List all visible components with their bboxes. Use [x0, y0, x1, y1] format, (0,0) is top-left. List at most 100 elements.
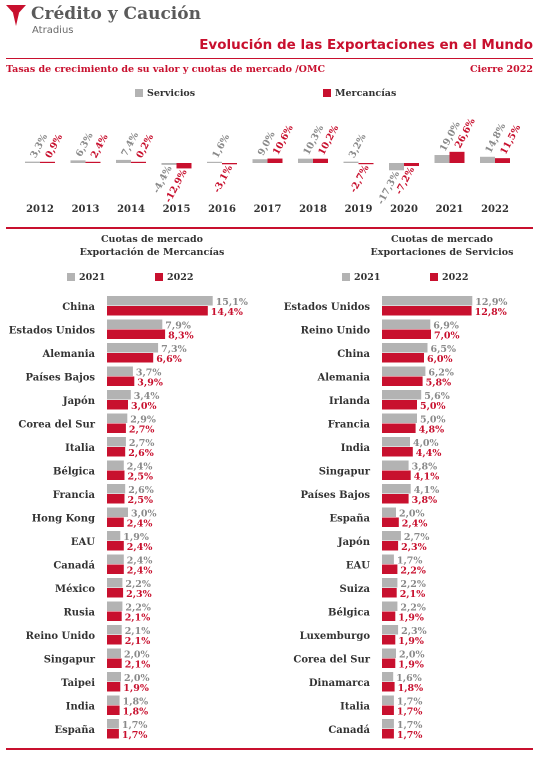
divider-bottom: [6, 748, 533, 750]
services-value-2021-china: 6,5%: [431, 344, 457, 355]
goods-country-bélgica: Bélgica: [53, 467, 95, 478]
services-value-2022-dinamarca: 1,8%: [398, 683, 424, 694]
services-value-2021-alemania: 6,2%: [428, 368, 454, 379]
goods-bar-2022-países-bajos: [107, 376, 135, 386]
goods-legend-2022: 2022: [155, 272, 193, 283]
services-country-bélgica: Bélgica: [328, 608, 370, 619]
services-value-2022-irlanda: 5,0%: [420, 401, 446, 412]
growth-year-label-2015: 2015: [163, 204, 191, 215]
services-value-2021-corea-del-sur: 2,0%: [399, 650, 425, 661]
services-value-2022-eau: 2,2%: [400, 566, 426, 577]
services-bar-2022-irlanda: [382, 400, 417, 410]
goods-bar-2021-corea-del-sur: [107, 413, 128, 423]
services-bar-2021-reino-unido: [382, 319, 431, 329]
services-share-title-line1: Cuotas de mercado: [390, 234, 494, 245]
growth-bar-services-2020: [389, 163, 404, 171]
services-bar-2022-india: [382, 447, 413, 457]
goods-bar-2022-singapur: [107, 658, 122, 668]
services-bar-2022-bélgica: [382, 611, 396, 621]
growth-year-label-2018: 2018: [299, 204, 327, 215]
services-bar-2022-japón: [382, 541, 399, 551]
growth-year-label-2013: 2013: [72, 204, 100, 215]
goods-country-hong-kong: Hong Kong: [32, 514, 95, 525]
services-value-2021-suiza: 2,2%: [400, 579, 426, 590]
legend-goods-swatch: [323, 89, 331, 97]
goods-country-rusia: Rusia: [64, 608, 96, 619]
growth-year-label-2012: 2012: [26, 204, 54, 215]
services-value-2022-reino-unido: 7,0%: [434, 331, 460, 342]
goods-bar-2021-países-bajos: [107, 366, 133, 376]
services-bar-2021-singapur: [382, 460, 409, 470]
growth-bar-goods-2015: [176, 163, 192, 169]
services-bar-2021-alemania: [382, 366, 426, 376]
goods-value-2021-china: 15,1%: [216, 297, 248, 308]
goods-legend-2022-swatch: [155, 273, 163, 281]
goods-bar-2021-china: [107, 296, 213, 306]
growth-bar-services-2012: [25, 161, 40, 163]
services-value-2022-francia: 4,8%: [419, 425, 445, 436]
services-bar-2021-dinamarca: [382, 672, 394, 682]
goods-bar-2022-francia: [107, 494, 125, 504]
goods-value-2021-india: 1,8%: [123, 697, 149, 708]
goods-bar-2022-india: [107, 705, 120, 715]
goods-share-title: Cuotas de mercado Exportación de Mercanc…: [52, 233, 252, 259]
services-value-2022-estados-unidos: 12,8%: [475, 307, 507, 318]
goods-value-2022-eau: 2,4%: [127, 542, 153, 553]
goods-value-2022-india: 1,8%: [123, 707, 149, 718]
growth-bar-services-2014: [116, 159, 131, 163]
goods-bar-2022-corea-del-sur: [107, 423, 126, 433]
goods-share-title-line2: Exportación de Mercancías: [79, 247, 225, 258]
goods-value-2022-canadá: 2,4%: [127, 566, 153, 577]
growth-year-label-2021: 2021: [436, 204, 464, 215]
services-share-title-line2: Exportaciones de Servicios: [370, 247, 514, 258]
goods-bar-2022-alemania: [107, 353, 154, 363]
goods-country-países-bajos: Países Bajos: [26, 373, 96, 384]
goods-legend-2021: 2021: [67, 272, 105, 283]
goods-value-2022-méxico: 2,3%: [126, 589, 152, 600]
goods-country-francia: Francia: [53, 490, 96, 501]
services-country-francia: Francia: [328, 420, 371, 431]
services-value-2021-francia: 5,0%: [420, 415, 446, 426]
services-country-países-bajos: Países Bajos: [301, 490, 371, 501]
goods-value-2021-españa: 1,7%: [122, 720, 148, 731]
services-value-2021-estados-unidos: 12,9%: [475, 297, 507, 308]
goods-bar-2021-estados-unidos: [107, 319, 163, 329]
goods-country-méxico: México: [55, 584, 95, 595]
growth-rate-chart: 3,3%0,9%20126,3%2,4%20137,4%0,2%2014-4,4…: [25, 117, 523, 215]
goods-bar-2022-méxico: [107, 588, 124, 598]
goods-value-2021-japón: 3,4%: [134, 391, 160, 402]
growth-bar-goods-2012: [40, 161, 55, 163]
services-bar-2021-países-bajos: [382, 484, 411, 494]
goods-bar-2022-estados-unidos: [107, 329, 166, 339]
brand-mark-icon: [6, 5, 26, 26]
services-value-2021-bélgica: 2,2%: [400, 603, 426, 614]
services-share-chart: Estados Unidos 12,9%12,8% Reino Unido 6,9%7…: [284, 296, 507, 741]
services-value-2022-suiza: 2,1%: [400, 589, 426, 600]
growth-label-goods-2016: -3,1%: [212, 164, 236, 195]
services-value-2022-países-bajos: 3,8%: [412, 495, 438, 506]
services-legend-2022: 2022: [430, 272, 468, 283]
services-value-2021-italia: 1,7%: [397, 697, 423, 708]
goods-bar-2022-bélgica: [107, 470, 125, 480]
goods-value-2022-estados-unidos: 8,3%: [168, 331, 194, 342]
services-bar-2021-españa: [382, 507, 396, 517]
services-bar-2022-canadá: [382, 729, 394, 739]
services-value-2021-irlanda: 5,6%: [424, 391, 450, 402]
services-country-luxemburgo: Luxemburgo: [300, 631, 371, 642]
services-bar-2021-irlanda: [382, 390, 422, 400]
goods-bar-2021-francia: [107, 484, 126, 494]
services-value-2021-japón: 2,7%: [404, 532, 430, 543]
goods-bar-2022-españa: [107, 729, 119, 739]
goods-value-2022-taipei: 1,9%: [123, 683, 149, 694]
growth-bar-goods-2018: [313, 158, 328, 163]
services-country-reino-unido: Reino Unido: [301, 326, 371, 337]
goods-value-2021-taipei: 2,0%: [124, 673, 150, 684]
services-country-estados-unidos: Estados Unidos: [284, 302, 371, 313]
growth-bar-services-2021: [434, 155, 450, 163]
growth-bar-goods-2021: [449, 151, 465, 163]
goods-value-2022-hong-kong: 2,4%: [127, 519, 153, 530]
services-value-2021-luxemburgo: 2,3%: [401, 626, 427, 637]
divider-top: [6, 58, 533, 59]
goods-value-2021-canadá: 2,4%: [127, 556, 153, 567]
page-title: Evolución de las Exportaciones en el Mun…: [199, 37, 533, 53]
